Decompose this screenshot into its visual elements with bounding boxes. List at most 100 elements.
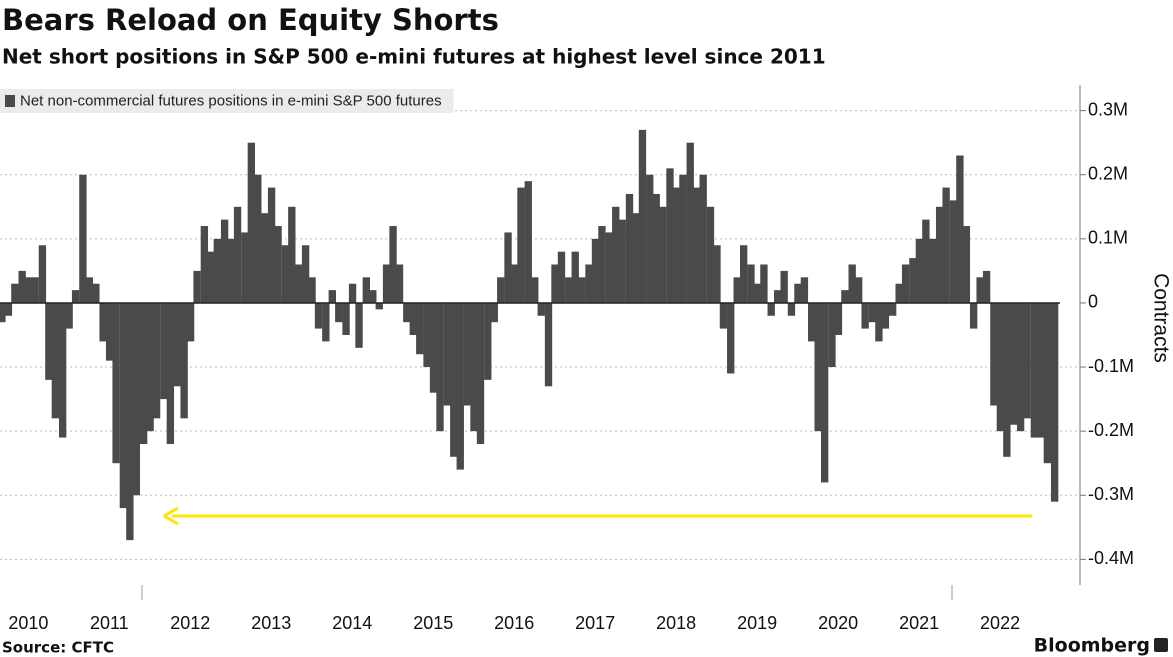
y-tick-label: 0.2M <box>1088 163 1128 183</box>
bar <box>990 302 998 406</box>
bar <box>79 174 87 303</box>
bar <box>105 302 114 361</box>
bar <box>686 142 694 303</box>
y-tick-label: 0 <box>1088 292 1098 312</box>
bar <box>713 245 721 303</box>
bar <box>800 277 809 303</box>
bar <box>362 277 370 303</box>
bar <box>342 302 350 335</box>
bar <box>935 206 944 303</box>
bar <box>146 302 154 432</box>
x-tick-label: 2010 <box>8 613 48 633</box>
bar <box>1043 302 1052 464</box>
bar <box>470 302 478 432</box>
bar <box>132 302 141 496</box>
bar <box>733 277 741 303</box>
bar <box>814 302 822 432</box>
bar <box>403 302 411 323</box>
y-axis-title: Contracts <box>1149 273 1172 363</box>
bar <box>612 206 620 303</box>
bar <box>996 302 1005 432</box>
bar <box>915 238 924 303</box>
bar <box>909 258 917 303</box>
bar <box>99 302 107 342</box>
y-tick-label: -0.3M <box>1088 484 1134 504</box>
bar <box>578 277 586 303</box>
bar <box>126 302 134 541</box>
bar <box>537 302 545 316</box>
bar <box>868 302 877 323</box>
bar <box>274 226 282 303</box>
bar <box>949 200 958 303</box>
y-tick-label: -0.2M <box>1088 420 1134 440</box>
bar <box>484 302 492 380</box>
x-tick-label: 2015 <box>413 613 453 633</box>
bar <box>18 270 26 303</box>
bar <box>436 302 444 432</box>
x-tick-label: 2022 <box>980 613 1020 633</box>
bar <box>65 302 73 329</box>
bar <box>213 238 221 303</box>
bar <box>0 302 6 323</box>
bar <box>112 302 120 464</box>
bar <box>1050 302 1059 502</box>
bar <box>510 264 519 303</box>
bar <box>747 264 755 303</box>
bar <box>456 302 464 470</box>
bar <box>956 155 964 303</box>
bar <box>1010 302 1018 425</box>
bar <box>450 302 458 457</box>
bar <box>11 283 19 303</box>
bar <box>740 245 748 303</box>
bar <box>565 277 573 303</box>
bar <box>92 283 100 303</box>
bar <box>531 277 539 303</box>
bar <box>517 187 525 303</box>
bar <box>497 277 505 303</box>
bar <box>382 264 391 303</box>
chart-subtitle: Net short positions in S&P 500 e-mini fu… <box>2 45 826 69</box>
bar <box>1016 302 1025 432</box>
brand: Bloomberg <box>1034 635 1150 657</box>
bar <box>942 187 950 303</box>
legend-label: Net non-commercial futures positions in … <box>20 92 442 109</box>
bar <box>288 206 296 303</box>
bar <box>719 302 728 329</box>
bar <box>281 245 290 303</box>
bar <box>646 174 654 303</box>
bar <box>834 302 843 335</box>
bar <box>119 302 128 509</box>
annotation-arrowhead <box>163 506 179 526</box>
bar <box>625 193 634 303</box>
bar <box>328 290 336 303</box>
bar <box>375 302 383 310</box>
bar <box>139 302 148 444</box>
bar <box>922 219 930 303</box>
bar <box>699 174 707 303</box>
bar <box>220 219 229 303</box>
y-tick-label: -0.1M <box>1088 356 1134 376</box>
bar <box>881 302 890 329</box>
bar <box>173 302 181 387</box>
bar <box>901 264 910 303</box>
bar <box>504 232 512 303</box>
bar <box>1037 302 1045 438</box>
bar <box>254 174 262 303</box>
bar <box>808 302 816 342</box>
x-tick-label: 2014 <box>332 613 372 633</box>
bar <box>58 302 67 438</box>
bar <box>38 245 47 303</box>
x-tick-label: 2013 <box>251 613 291 633</box>
source: Source: CFTC <box>2 639 114 657</box>
bar <box>193 270 201 303</box>
bar <box>71 290 80 303</box>
y-tick-label: -0.4M <box>1088 548 1134 568</box>
legend-swatch <box>5 95 15 107</box>
bar <box>322 302 330 342</box>
bar <box>591 238 600 303</box>
bar <box>24 277 33 303</box>
bar <box>659 206 667 303</box>
bar <box>794 283 802 303</box>
x-tick-label: 2021 <box>899 613 939 633</box>
